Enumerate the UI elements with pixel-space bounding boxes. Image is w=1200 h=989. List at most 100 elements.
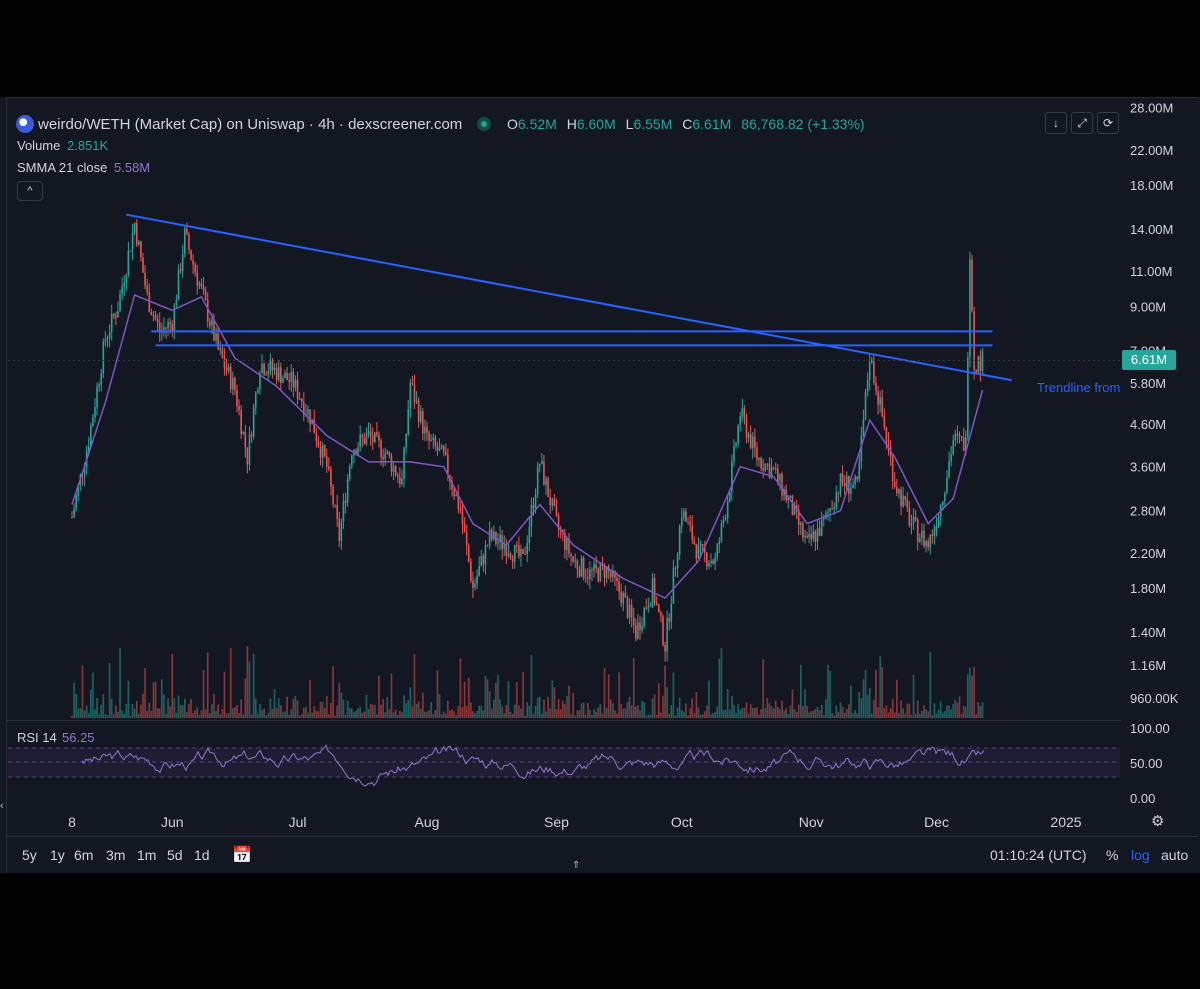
volume-bar xyxy=(941,712,944,718)
candle-body xyxy=(488,529,491,546)
volume-bar xyxy=(98,714,100,718)
volume-bar xyxy=(566,696,568,718)
y-tick-label: 3.60M xyxy=(1130,460,1166,475)
volume-bar xyxy=(280,705,282,718)
candle-body xyxy=(334,504,336,506)
volume-bar xyxy=(369,704,372,718)
range-6m-button[interactable]: 6m xyxy=(74,847,94,863)
volume-bar xyxy=(589,709,591,718)
volume-bar xyxy=(399,710,401,718)
volume-bar xyxy=(706,705,708,718)
volume-bar xyxy=(948,705,950,718)
volume-bar xyxy=(284,711,286,718)
date-range-calendar-icon[interactable]: 📅 xyxy=(232,847,252,864)
chart-window xyxy=(0,97,1200,873)
candle-body xyxy=(296,379,299,399)
descending-trendline[interactable] xyxy=(126,213,1012,382)
volume-bar xyxy=(509,711,512,718)
volume-bar xyxy=(257,713,259,718)
candle-body xyxy=(967,357,969,438)
volume-bar xyxy=(810,711,813,718)
candle-body xyxy=(194,264,197,273)
candle-body xyxy=(119,294,121,312)
candle-body xyxy=(680,517,683,526)
volume-bar xyxy=(334,715,336,718)
candle-body xyxy=(678,525,681,555)
chart-title[interactable]: weirdo/WETH (Market Cap) on Uniswap · 4h… xyxy=(38,116,463,133)
smma-label: SMMA 21 close xyxy=(17,160,108,175)
candle-body xyxy=(856,476,858,480)
volume-bar xyxy=(482,710,485,718)
candle-body xyxy=(392,466,395,472)
volume-bar xyxy=(100,704,103,718)
candle-body xyxy=(622,592,625,604)
volume-bar xyxy=(670,704,673,718)
volume-bar xyxy=(848,704,850,718)
candle-body xyxy=(323,444,326,457)
range-1y-button[interactable]: 1y xyxy=(50,847,65,863)
candle-body xyxy=(787,497,790,501)
volume-bar xyxy=(497,674,499,718)
volume-bar xyxy=(340,692,343,718)
left-panel-toggle-icon[interactable]: ‹ xyxy=(0,800,4,812)
percent-scale-toggle[interactable]: % xyxy=(1106,847,1119,863)
candle-body xyxy=(777,468,779,482)
volume-bar xyxy=(133,708,136,718)
volume-bar xyxy=(403,695,405,718)
candle-body xyxy=(900,489,902,507)
candle-body xyxy=(288,380,290,382)
collapse-legend-button[interactable]: ^ xyxy=(17,181,43,201)
range-3m-button[interactable]: 3m xyxy=(106,847,126,863)
range-5d-button[interactable]: 5d xyxy=(167,847,183,863)
volume-bar xyxy=(348,707,351,718)
volume-bar xyxy=(971,675,973,718)
candle-body xyxy=(697,545,700,559)
candle-body xyxy=(614,570,616,578)
candle-body xyxy=(812,531,815,540)
candle-body xyxy=(946,477,948,494)
candle-body xyxy=(426,427,428,433)
fullscreen-icon[interactable]: ⤢ xyxy=(1071,112,1093,134)
auto-scale-toggle[interactable]: auto xyxy=(1161,847,1189,863)
volume-bar xyxy=(601,713,604,718)
utc-clock[interactable]: 01:10:24 (UTC) xyxy=(990,847,1087,863)
volume-bar xyxy=(225,713,228,718)
volume-bar xyxy=(259,704,261,718)
screenshot-icon[interactable]: ⟳ xyxy=(1097,112,1119,134)
candle-body xyxy=(482,556,485,565)
volume-bar xyxy=(541,713,543,718)
volume-bar xyxy=(582,702,585,718)
candle-body xyxy=(962,437,965,451)
candle-body xyxy=(373,432,376,443)
volume-bar xyxy=(760,709,762,718)
candle-body xyxy=(336,504,339,520)
volume-bar xyxy=(480,705,483,718)
candle-body xyxy=(386,451,389,454)
volume-bar xyxy=(528,705,531,718)
candle-body xyxy=(804,535,806,538)
candle-body xyxy=(152,315,155,317)
rsi-pane-separator[interactable] xyxy=(6,720,1121,721)
volume-bar xyxy=(762,659,765,718)
range-5y-button[interactable]: 5y xyxy=(22,847,37,863)
candle-body xyxy=(929,534,932,548)
volume-bar xyxy=(319,701,322,718)
volume-bar xyxy=(246,646,249,718)
volume-bar xyxy=(766,698,769,718)
rsi-level-100: 100.00 xyxy=(1130,721,1170,736)
volume-bar xyxy=(676,707,679,718)
volume-bar xyxy=(138,713,140,718)
candle-body xyxy=(75,495,77,509)
volume-bar xyxy=(79,708,82,718)
log-scale-toggle[interactable]: log xyxy=(1131,847,1150,863)
settings-gear-icon[interactable]: ⚙ xyxy=(1151,813,1165,830)
candle-body xyxy=(701,543,704,547)
volume-bar xyxy=(160,679,163,718)
download-icon[interactable]: ↓ xyxy=(1045,112,1067,134)
resize-handle-icon[interactable]: ⇑ xyxy=(572,860,581,871)
candle-body xyxy=(307,409,309,414)
range-1d-button[interactable]: 1d xyxy=(194,847,210,863)
candle-body xyxy=(231,377,234,390)
range-1m-button[interactable]: 1m xyxy=(137,847,157,863)
